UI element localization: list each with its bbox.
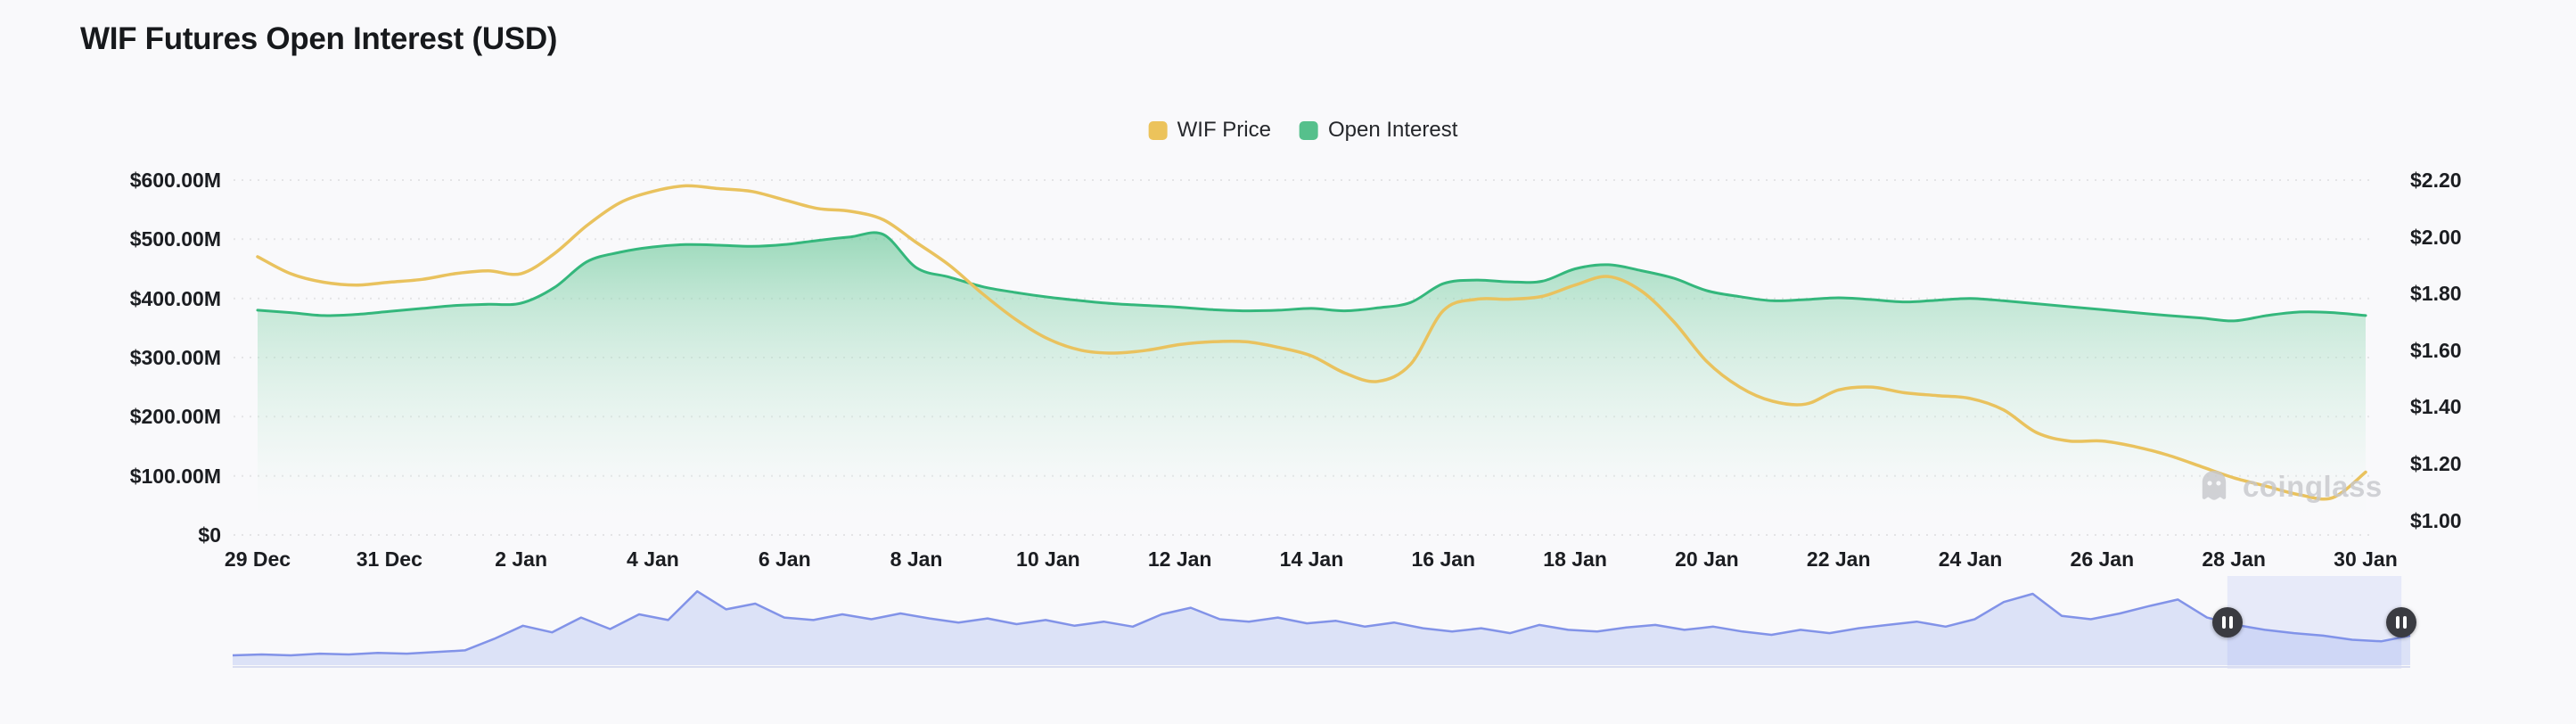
navigator-handle-left[interactable] xyxy=(2211,607,2243,638)
handle-grip-bar xyxy=(2221,616,2226,629)
legend-label: Open Interest xyxy=(1327,118,1458,142)
y-axis-label-left: $300.00M xyxy=(129,346,221,369)
x-axis-label: 20 Jan xyxy=(1675,547,1739,571)
wif-price-line xyxy=(256,184,2367,501)
y-axis-label-right: $2.00 xyxy=(2410,225,2462,249)
x-axis-label: 26 Jan xyxy=(2070,547,2135,571)
y-axis-label-left: $500.00M xyxy=(129,227,221,251)
x-axis-label: 4 Jan xyxy=(627,547,679,571)
chart-title: WIF Futures Open Interest (USD) xyxy=(80,21,558,56)
handle-grip-bar xyxy=(2228,616,2233,629)
x-axis-label: 29 Dec xyxy=(224,547,291,571)
y-axis-label-right: $1.20 xyxy=(2410,452,2462,475)
y-axis-label-left: $100.00M xyxy=(129,464,221,488)
y-axis-label-right: $1.80 xyxy=(2410,282,2462,306)
y-axis-label-right: $1.40 xyxy=(2410,395,2462,419)
x-axis-label: 24 Jan xyxy=(1938,547,2003,571)
open-interest-line xyxy=(256,231,2367,323)
x-axis-label: 28 Jan xyxy=(2202,547,2266,571)
y-axis-label-right: $2.20 xyxy=(2410,169,2462,192)
navigator-chart xyxy=(232,576,2411,669)
legend-item-wif-price[interactable]: WIF Price xyxy=(1148,118,1271,143)
handle-grip-bar xyxy=(2396,616,2400,629)
x-axis-label: 30 Jan xyxy=(2334,547,2398,571)
x-axis-label: 18 Jan xyxy=(1543,547,1607,571)
y-axis-label-left: $0 xyxy=(198,523,221,547)
navigator-selection xyxy=(2227,576,2402,669)
legend-item-open-interest[interactable]: Open Interest xyxy=(1299,118,1458,143)
x-axis-label: 22 Jan xyxy=(1806,547,1871,571)
y-axis-label-left: $600.00M xyxy=(129,169,221,192)
x-axis-label: 10 Jan xyxy=(1016,547,1080,571)
legend-swatch xyxy=(1299,120,1318,140)
x-axis-label: 8 Jan xyxy=(890,547,943,571)
x-axis-label: 2 Jan xyxy=(495,547,548,571)
y-axis-label-right: $1.00 xyxy=(2410,508,2462,532)
x-axis-label: 12 Jan xyxy=(1147,547,1212,571)
legend: WIF Price Open Interest xyxy=(1148,118,1458,143)
navigator-brush[interactable] xyxy=(233,576,2410,669)
x-axis-label: 14 Jan xyxy=(1279,547,1344,571)
y-axis-label-left: $400.00M xyxy=(129,286,221,310)
y-axis-label-left: $200.00M xyxy=(129,405,221,429)
x-axis-label: 6 Jan xyxy=(758,547,811,571)
x-axis-label: 31 Dec xyxy=(356,547,422,571)
y-axis-label-right: $1.60 xyxy=(2410,338,2462,362)
legend-swatch xyxy=(1148,120,1168,140)
navigator-handle-right[interactable] xyxy=(2386,607,2417,638)
handle-grip-bar xyxy=(2403,616,2408,629)
open-interest-area xyxy=(258,232,2366,535)
x-axis-label: 16 Jan xyxy=(1411,547,1476,571)
legend-label: WIF Price xyxy=(1177,118,1271,142)
